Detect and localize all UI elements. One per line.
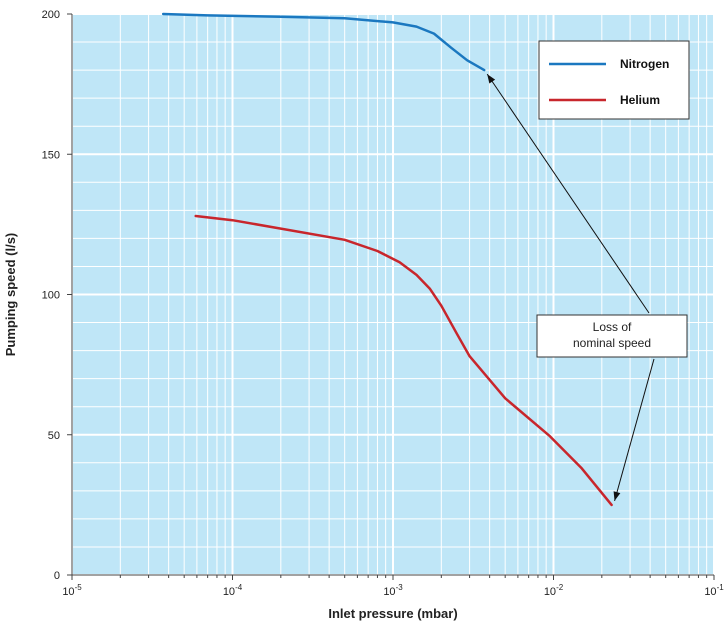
annotation-text-line: Loss of <box>593 320 632 334</box>
annotation-arrowhead <box>487 74 496 84</box>
legend-label-nitrogen: Nitrogen <box>620 57 669 71</box>
x-tick-label: 10-2 <box>544 583 564 598</box>
y-tick-label: 150 <box>42 149 60 161</box>
series-line-nitrogen <box>161 12 486 72</box>
y-tick-label: 200 <box>42 9 60 21</box>
y-tick-label: 100 <box>42 290 60 302</box>
legend: Nitrogen Helium <box>538 40 690 120</box>
axes <box>67 13 715 580</box>
x-axis-title: Inlet pressure (mbar) <box>328 606 457 621</box>
annotation: Loss of nominal speed <box>486 73 688 502</box>
y-tick-labels: 0 50 100 150 200 <box>42 9 60 582</box>
x-tick-label: 10-3 <box>383 583 403 598</box>
x-tick-labels: 10-5 10-4 10-3 10-2 10-1 <box>62 583 724 598</box>
annotation-arrow-line <box>486 73 650 314</box>
y-axis-title: Pumping speed (l/s) <box>3 233 18 357</box>
annotation-arrowhead <box>613 491 621 501</box>
legend-box <box>538 40 690 120</box>
series-lines <box>161 12 613 507</box>
annotation-arrow-line <box>614 358 655 502</box>
series-line-helium <box>194 214 613 507</box>
annotation-box <box>536 314 688 358</box>
y-tick-label: 0 <box>54 570 60 582</box>
y-tick-label: 50 <box>48 430 60 442</box>
x-tick-label: 10-5 <box>62 583 82 598</box>
x-tick-label: 10-4 <box>223 583 243 598</box>
annotation-text-line: nominal speed <box>573 336 651 350</box>
x-tick-label: 10-1 <box>704 583 724 598</box>
legend-label-helium: Helium <box>620 93 660 107</box>
